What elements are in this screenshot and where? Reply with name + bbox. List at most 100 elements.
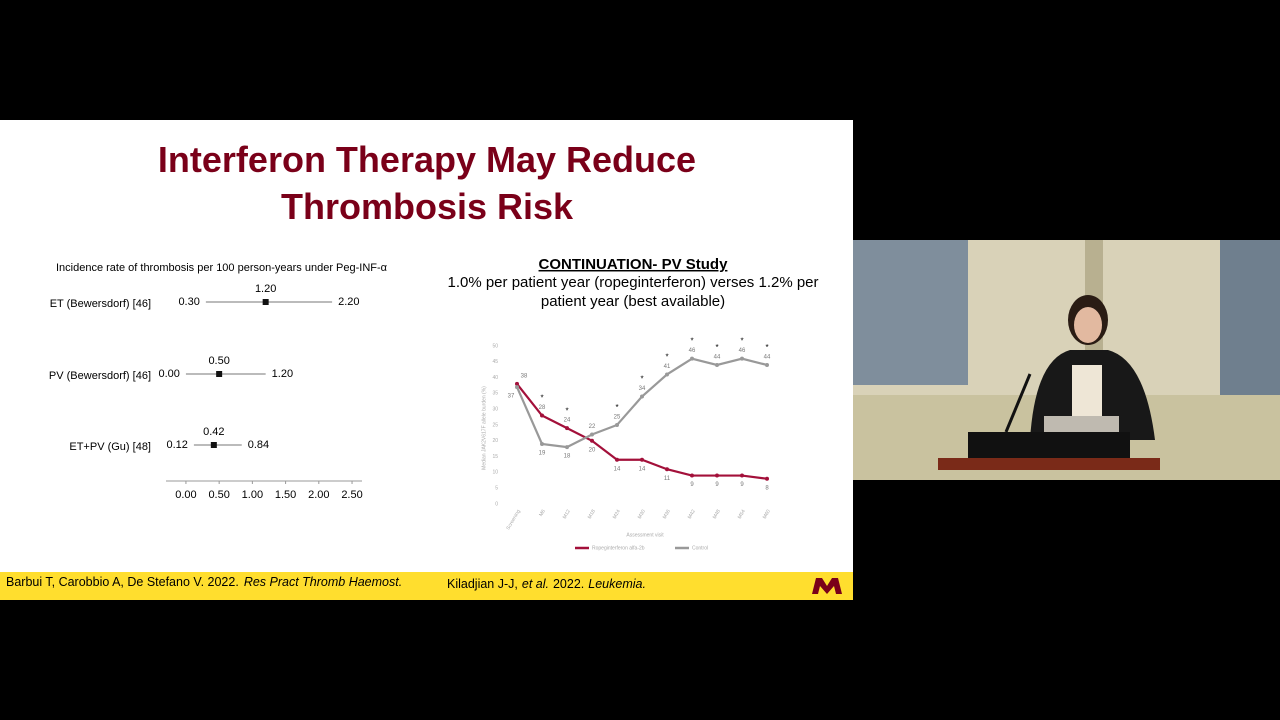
significance: * (565, 406, 568, 415)
point (765, 362, 769, 367)
x-tick-label: 1.50 (275, 489, 296, 501)
data-label: 44 (764, 355, 771, 361)
lower-label: 0.12 (166, 439, 187, 451)
significance: * (615, 403, 618, 412)
point (540, 441, 544, 446)
window (853, 240, 968, 385)
data-label: 18 (564, 454, 571, 460)
significance: * (765, 343, 768, 352)
point (740, 473, 744, 478)
value-label: 1.20 (255, 283, 276, 295)
data-label: 46 (739, 348, 746, 354)
data-label: 9 (715, 482, 719, 488)
data-label: 9 (690, 482, 694, 488)
point (565, 426, 569, 431)
data-label: 46 (689, 348, 696, 354)
year: 2022. (553, 577, 584, 591)
data-label: 11 (664, 476, 671, 482)
upper-label: 1.20 (272, 368, 293, 380)
x-tick-label: 0.00 (175, 489, 196, 501)
data-label: 20 (589, 447, 596, 453)
data-label: 14 (614, 466, 621, 472)
journal: Leukemia. (588, 577, 646, 591)
shirt (1072, 365, 1102, 420)
point (715, 362, 719, 367)
point (640, 394, 644, 399)
point (515, 385, 519, 390)
y-tick-label: 45 (492, 359, 498, 365)
estimate (216, 371, 223, 377)
subtitle-box: 1.0% per patient year (ropeginterferon) … (447, 274, 819, 310)
footer-left: Barbui T, Carobbio A, De Stefano V. 2022… (6, 575, 402, 589)
data-label: 25 (614, 415, 621, 421)
point (540, 413, 544, 418)
y-tick-label: 30 (492, 407, 498, 413)
x-tick-label: M6 (538, 508, 547, 517)
x-tick-label: M60 (762, 508, 772, 520)
y-tick-label: 50 (492, 343, 498, 349)
journal: Res Pract Thromb Haemost. (244, 575, 402, 589)
x-tick-label: 2.50 (341, 489, 362, 501)
point (515, 381, 519, 386)
data-label: 8 (765, 485, 769, 491)
significance: * (715, 343, 718, 352)
y-label: Median JAK2V617F allele burden (%) (481, 386, 487, 470)
microphone (1004, 373, 1032, 433)
row-label: PV (Bewersdorf) [46] (49, 370, 151, 382)
y-tick-label: 35 (492, 391, 498, 397)
estimate (210, 442, 217, 448)
x-tick-label: 0.50 (208, 489, 229, 501)
upper-label: 0.84 (248, 439, 269, 451)
data-label: 28 (539, 405, 546, 411)
point (690, 356, 694, 361)
table (938, 458, 1160, 470)
citation: Kiladjian J-J, (447, 577, 518, 591)
data-label: 24 (564, 418, 571, 424)
data-label: 22 (589, 424, 596, 430)
chart-title: Incidence rate of thrombosis per 100 per… (56, 262, 388, 274)
lower-label: 0.30 (178, 296, 199, 308)
data-label: 41 (664, 364, 671, 370)
point (615, 423, 619, 427)
value-label: 0.50 (208, 355, 229, 367)
point (590, 438, 594, 443)
significance: * (690, 337, 693, 346)
y-tick-label: 15 (492, 454, 498, 460)
data-label: 19 (539, 451, 546, 457)
significance: * (540, 394, 543, 403)
point (715, 473, 719, 478)
point (665, 372, 669, 377)
point (665, 467, 669, 472)
legend-label: Ropeginterferon alfa-2b (592, 545, 645, 551)
legend-label: Control (692, 545, 708, 551)
data-label: 34 (639, 386, 646, 392)
data-label: 44 (714, 355, 721, 361)
footer-right: Kiladjian J-J, et al. 2022. Leukemia. (447, 577, 646, 591)
logo (812, 578, 842, 594)
point (690, 473, 694, 478)
x-tick-label: 1.00 (242, 489, 263, 501)
x-tick-label: 2.00 (308, 489, 329, 501)
x-tick-label: M48 (712, 508, 722, 520)
footer-band (0, 572, 853, 600)
y-tick-label: 10 (492, 470, 498, 476)
x-tick-label: M12 (562, 508, 572, 520)
chart-subtitle: 1.0% per patient year (ropeginterferon) … (447, 274, 819, 310)
citation: Barbui T, Carobbio A, De Stefano V. 2022… (6, 575, 239, 589)
x-tick-label: M42 (687, 508, 697, 520)
x-label: Assessment visit (626, 532, 664, 538)
data-label: 9 (740, 482, 744, 488)
point (615, 457, 619, 462)
row-label: ET (Bewersdorf) [46] (50, 298, 151, 310)
point (640, 457, 644, 462)
slide (0, 120, 853, 600)
slide-title: Interferon Therapy May Reduce Thrombosis… (157, 139, 697, 227)
estimate (262, 299, 269, 305)
x-tick-label: M18 (587, 508, 597, 520)
point (740, 356, 744, 361)
upper-label: 2.20 (338, 296, 359, 308)
value-label: 0.42 (203, 426, 224, 438)
